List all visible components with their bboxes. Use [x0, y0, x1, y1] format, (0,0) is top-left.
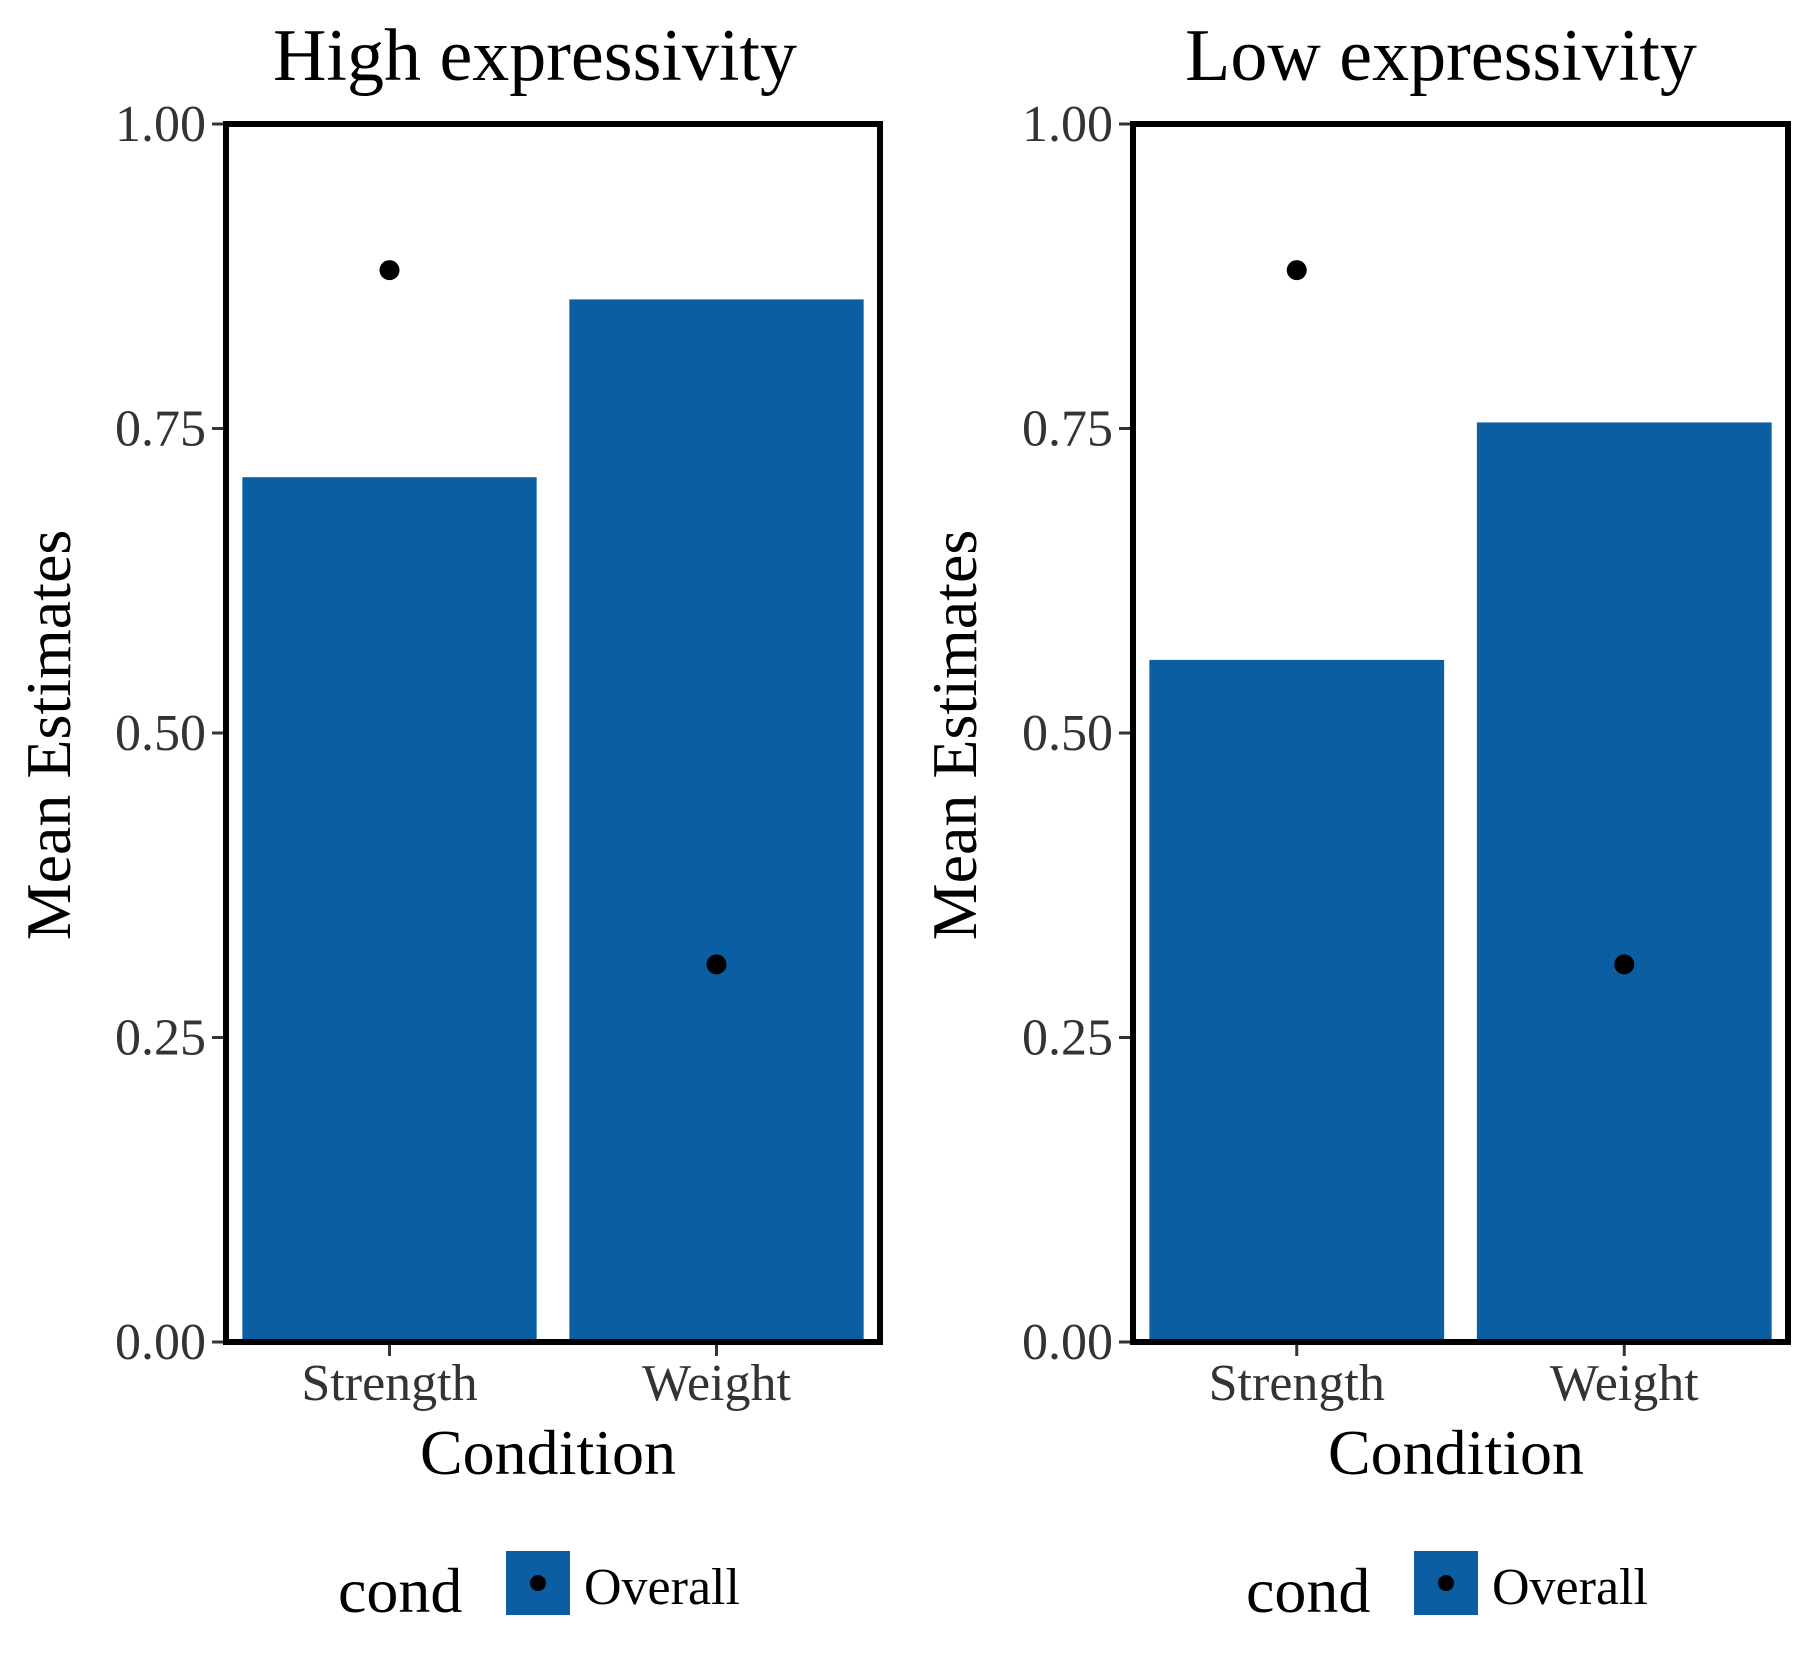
- bar-weight: [1476, 422, 1772, 1342]
- y-tick-label: 1.00: [115, 96, 206, 153]
- y-tick-label: 0.00: [1022, 1314, 1113, 1371]
- point-overall-weight: [706, 954, 727, 975]
- y-axis-label: Mean Estimates: [919, 530, 990, 941]
- plot-area: 0.00 0.25 0.50 0.75 1.00 Strength Weight: [115, 96, 883, 1412]
- bar-strength: [1149, 659, 1445, 1342]
- legend-title: cond: [1246, 1555, 1370, 1626]
- legend-entry-overall: Overall: [584, 1559, 740, 1616]
- panel-title: Low expressivity: [1185, 15, 1697, 97]
- y-tick-label: 0.00: [115, 1314, 206, 1371]
- y-tick-label: 0.25: [1022, 1010, 1113, 1067]
- bar-weight: [569, 299, 864, 1343]
- y-axis-label: Mean Estimates: [13, 530, 84, 941]
- legend-key: [506, 1551, 570, 1615]
- point-overall-strength: [1286, 260, 1307, 281]
- x-axis-label: Condition: [1328, 1417, 1584, 1488]
- panel-title: High expressivity: [273, 15, 797, 97]
- y-tick-label: 0.50: [1022, 705, 1113, 762]
- plot-area: 0.00 0.25 0.50 0.75 1.00 Strength Weight: [1022, 96, 1791, 1412]
- y-tick-label: 0.50: [115, 705, 206, 762]
- x-tick-label-weight: Weight: [642, 1355, 791, 1412]
- y-tick-label: 0.75: [1022, 401, 1113, 458]
- point-overall-weight: [1614, 954, 1635, 975]
- point-overall-strength: [379, 260, 400, 281]
- x-tick-label-weight: Weight: [1550, 1355, 1699, 1412]
- panel-border: [223, 121, 883, 1345]
- x-tick-label-strength: Strength: [1209, 1355, 1385, 1412]
- legend-title: cond: [338, 1555, 462, 1626]
- x-axis-label: Condition: [420, 1417, 676, 1488]
- legend-key-point: [530, 1575, 546, 1591]
- y-tick-label: 0.75: [115, 401, 206, 458]
- panel-high-expressivity: High expressivity Mean Estimates Conditi…: [13, 15, 883, 1626]
- panel-border: [1130, 121, 1791, 1345]
- y-tick-label: 0.25: [115, 1010, 206, 1067]
- legend-entry-overall: Overall: [1492, 1559, 1648, 1616]
- legend-key: [1414, 1551, 1478, 1615]
- panel-low-expressivity: Low expressivity Mean Estimates Conditio…: [919, 15, 1791, 1626]
- y-tick-label: 1.00: [1022, 96, 1113, 153]
- x-tick-label-strength: Strength: [301, 1355, 477, 1412]
- legend-key-point: [1438, 1575, 1454, 1591]
- bar-strength: [242, 477, 537, 1343]
